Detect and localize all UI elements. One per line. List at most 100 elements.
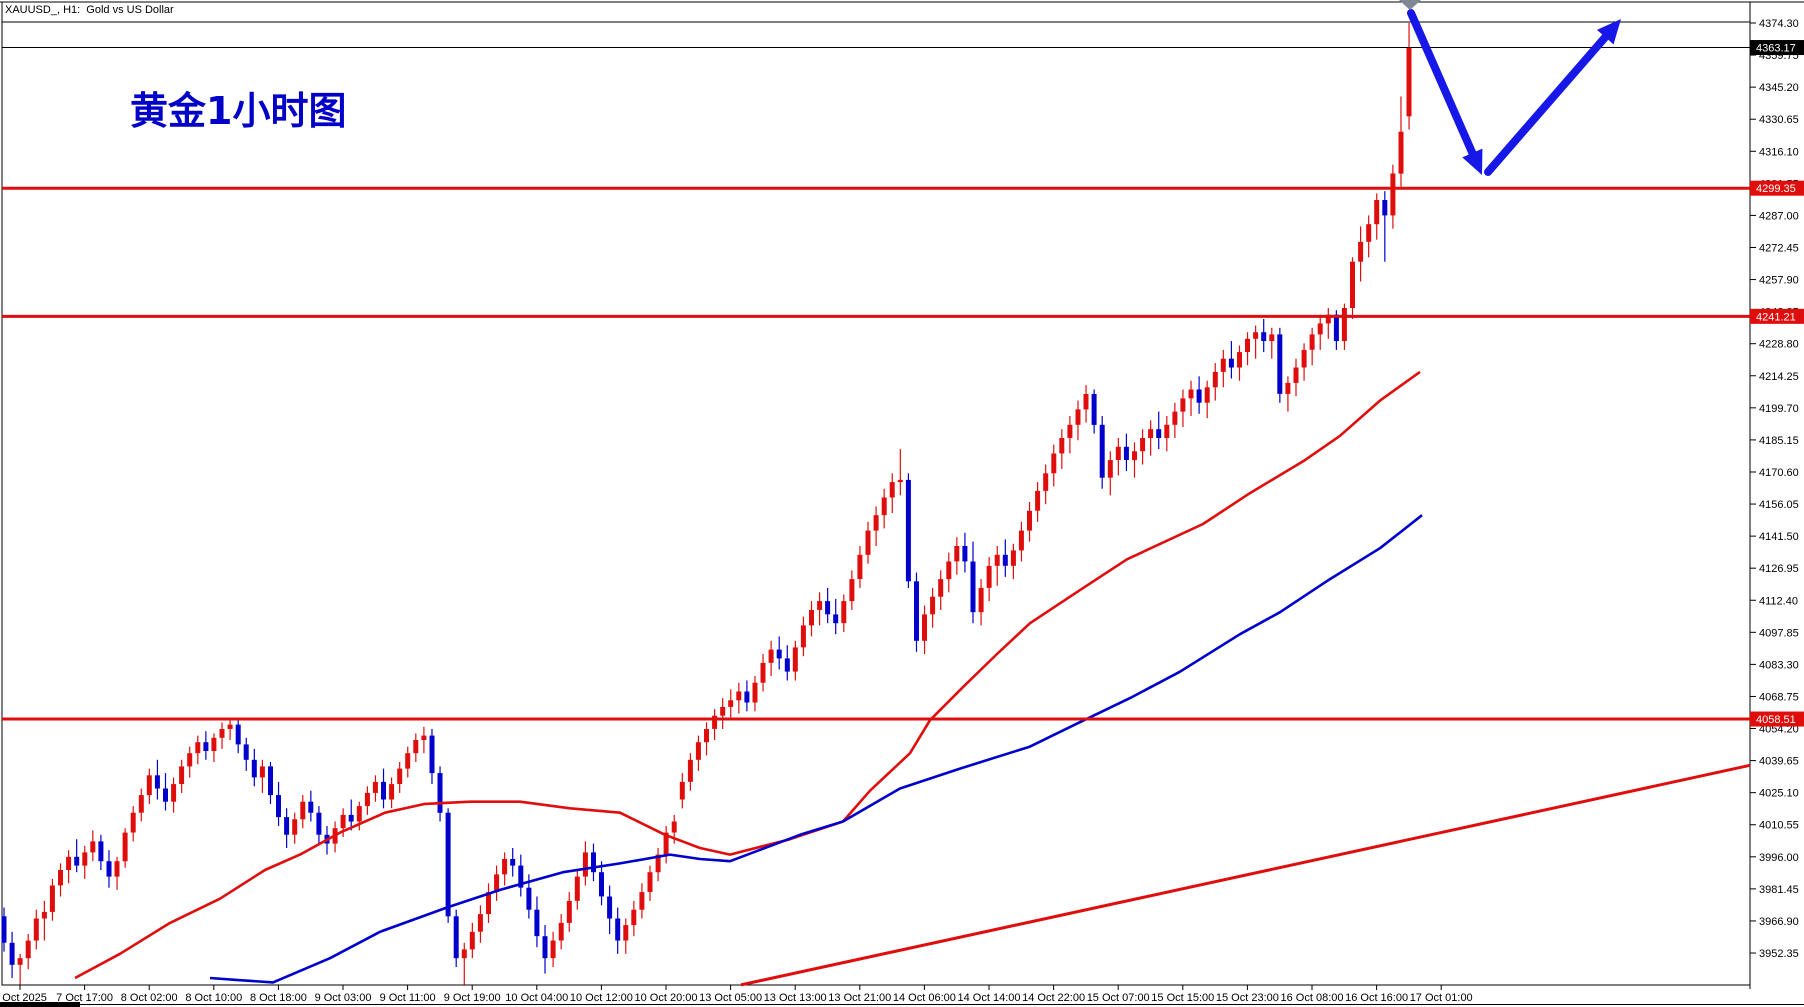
candle-bearish (905, 479, 911, 582)
price-tick-label[interactable]: 4272.45 (1759, 242, 1799, 254)
time-tick-label[interactable]: 15 Oct 07:00 (1087, 992, 1150, 1004)
candle-bullish (639, 892, 645, 910)
candle-bearish (615, 918, 621, 941)
time-tick-label[interactable]: 15 Oct 23:00 (1216, 992, 1279, 1004)
price-tick-label[interactable]: 4025.10 (1759, 788, 1799, 800)
candle-bearish (429, 735, 435, 774)
price-tick-label[interactable]: 3952.35 (1759, 948, 1799, 960)
candle-bullish (259, 766, 265, 778)
price-tick-label[interactable]: 4287.00 (1759, 210, 1799, 222)
price-tick-label[interactable]: 3966.90 (1759, 916, 1799, 928)
price-tick-label[interactable]: 4228.80 (1759, 339, 1799, 351)
price-tick-label[interactable]: 4141.50 (1759, 531, 1799, 543)
price-tick-label[interactable]: 4068.75 (1759, 691, 1799, 703)
time-tick-label[interactable]: 10 Oct 20:00 (635, 992, 698, 1004)
candle-bearish (970, 561, 976, 613)
candle-bearish (284, 817, 290, 835)
price-tick-label[interactable]: 4330.65 (1759, 114, 1799, 126)
candle-bearish (9, 942, 15, 965)
time-tick-label[interactable]: 16 Oct 08:00 (1281, 992, 1344, 1004)
candle-bullish (1245, 338, 1250, 352)
candle-bullish (1204, 387, 1210, 403)
candle-bullish (809, 610, 814, 626)
candle-bullish (768, 649, 774, 663)
price-tick-label[interactable]: 4010.55 (1759, 820, 1799, 832)
time-tick-label[interactable]: 8 Oct 02:00 (121, 992, 178, 1004)
price-tick-label[interactable]: 3981.45 (1759, 884, 1799, 896)
candle-bullish (695, 742, 701, 760)
price-tick-label[interactable]: 4214.25 (1759, 371, 1799, 383)
candle-bullish (1010, 550, 1016, 566)
time-tick-label[interactable]: 9 Oct 11:00 (380, 992, 436, 1004)
candle-bearish (962, 546, 968, 562)
trendline[interactable] (740, 763, 1751, 987)
candle-bullish (978, 587, 984, 613)
price-tick-label[interactable]: 4345.20 (1759, 82, 1799, 94)
time-tick-label[interactable]: 10 Oct 12:00 (570, 992, 633, 1004)
price-tick-label[interactable]: 4112.40 (1759, 595, 1798, 607)
candle-bullish (1341, 308, 1347, 342)
price-tick-label[interactable]: 4156.05 (1759, 499, 1799, 511)
candle-bearish (308, 801, 314, 813)
time-tick-label[interactable]: 13 Oct 21:00 (828, 992, 891, 1004)
candle-bullish (1309, 334, 1315, 350)
candle-bearish (1, 916, 7, 943)
candle-bullish (1293, 367, 1299, 383)
forecast-arrow-shaft[interactable] (1407, 9, 1478, 161)
price-tick-label[interactable]: 4199.70 (1759, 403, 1799, 415)
time-tick-label[interactable]: 9 Oct 19:00 (444, 992, 501, 1004)
time-tick-label[interactable]: 7 Oct 2025 (0, 992, 47, 1004)
price-tick-label[interactable]: 4374.30 (1759, 18, 1799, 30)
candle-bullish (889, 482, 895, 498)
time-tick-label[interactable]: 9 Oct 03:00 (315, 992, 372, 1004)
time-tick-label[interactable]: 10 Oct 04:00 (505, 992, 568, 1004)
forecast-arrow-shaft[interactable] (1484, 30, 1612, 176)
candle-bearish (1156, 429, 1162, 438)
forecast-arrow-head[interactable] (1596, 19, 1621, 45)
candle-bullish (938, 579, 944, 597)
time-tick-label[interactable]: 15 Oct 15:00 (1151, 992, 1214, 1004)
price-tick-label[interactable]: 4039.65 (1759, 756, 1799, 768)
candle-bearish (784, 658, 790, 672)
candle-bullish (171, 784, 177, 802)
time-tick-label[interactable]: 14 Oct 22:00 (1022, 992, 1085, 1004)
price-tick-label[interactable]: 4097.85 (1759, 627, 1799, 639)
ma-fast-red-line[interactable] (74, 370, 1421, 980)
candle-bullish (1083, 394, 1089, 410)
bottom-left-stub (0, 1002, 80, 1007)
candle-bearish (534, 909, 540, 937)
time-tick-label[interactable]: 16 Oct 16:00 (1345, 992, 1408, 1004)
forecast-arrow-head[interactable] (1462, 148, 1483, 175)
candle-bullish (502, 859, 508, 875)
price-tick-label[interactable]: 4316.10 (1759, 146, 1799, 158)
candle-bearish (1091, 394, 1097, 425)
time-tick-label[interactable]: 8 Oct 10:00 (185, 992, 242, 1004)
time-tick-label[interactable]: 8 Oct 18:00 (250, 992, 307, 1004)
price-tick-label[interactable]: 4170.60 (1759, 467, 1799, 479)
candle-bullish (720, 706, 726, 716)
candle-bullish (760, 662, 766, 683)
time-tick-label[interactable]: 14 Oct 14:00 (958, 992, 1021, 1004)
candle-bullish (1059, 438, 1065, 454)
price-tick-label[interactable]: 4257.90 (1759, 275, 1799, 287)
price-tick-label[interactable]: 4185.15 (1759, 435, 1799, 447)
price-tick-label[interactable]: 4126.95 (1759, 563, 1799, 575)
time-tick-label[interactable]: 7 Oct 17:00 (56, 992, 113, 1004)
candle-bullish (1075, 409, 1081, 425)
candle-bearish (106, 861, 112, 877)
candle-bullish (800, 625, 806, 648)
candle-bearish (235, 724, 241, 745)
time-tick-label[interactable]: 17 Oct 01:00 (1410, 992, 1473, 1004)
price-tick-label[interactable]: 4083.30 (1759, 659, 1799, 671)
candle-bearish (591, 852, 596, 873)
candle-bullish (1220, 358, 1226, 372)
candle-bullish (986, 565, 992, 588)
time-tick-label[interactable]: 14 Oct 06:00 (893, 992, 956, 1004)
ma-slow-blue-line[interactable] (209, 514, 1423, 984)
time-tick-label[interactable]: 13 Oct 05:00 (699, 992, 762, 1004)
level-price-label: 4058.51 (1756, 714, 1796, 726)
time-tick-label[interactable]: 13 Oct 13:00 (764, 992, 827, 1004)
price-tick-label[interactable]: 3996.00 (1759, 852, 1799, 864)
candle-bullish (954, 546, 960, 562)
